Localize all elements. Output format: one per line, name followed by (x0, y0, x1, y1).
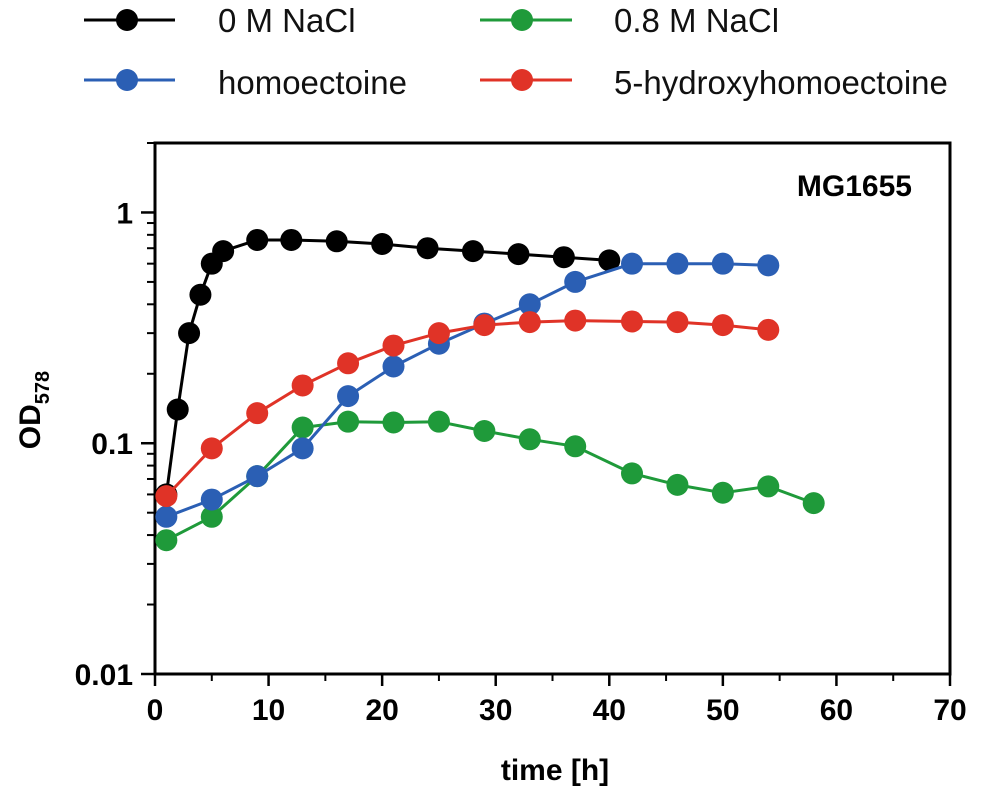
x-tick-label-60: 60 (820, 694, 853, 727)
data-point-5-hydroxyhomoectoine (155, 485, 178, 508)
legend-marker-homoectoine (116, 69, 138, 91)
legend-item-0-m-nacl: 0 M NaCl (84, 2, 356, 39)
data-point-5-hydroxyhomoectoine (666, 311, 689, 334)
data-point-homoectoine (246, 465, 269, 488)
y-axis-title-main: OD (14, 404, 47, 449)
legend-marker-0-8-m-nacl (511, 9, 533, 31)
data-point-5-hydroxyhomoectoine (711, 314, 734, 337)
strain-annotation: MG1655 (797, 170, 912, 203)
data-point-0-8-m-nacl (518, 428, 541, 451)
data-point-0-8-m-nacl (757, 475, 780, 498)
data-point-0-8-m-nacl (621, 462, 643, 485)
data-point-5-hydroxyhomoectoine (564, 309, 587, 332)
data-point-0-m-nacl (598, 249, 621, 272)
data-point-homoectoine (711, 252, 734, 275)
data-point-homoectoine (200, 488, 223, 511)
y-axis-tick-labels: 0.01 0.1 1 (75, 197, 133, 692)
legend-label-0-8-m-nacl: 0.8 M NaCl (614, 2, 779, 39)
data-point-0-8-m-nacl (666, 473, 689, 496)
data-point-5-hydroxyhomoectoine (246, 402, 269, 425)
x-tick-label-0: 0 (147, 694, 164, 727)
series-layer (155, 228, 825, 552)
legend-label-homoectoine: homoectoine (218, 64, 407, 101)
data-point-5-hydroxyhomoectoine (337, 352, 360, 375)
series-5-hydroxyhomoectoine (155, 309, 780, 508)
x-tick-label-20: 20 (365, 694, 398, 727)
y-tick-label-0.1: 0.1 (91, 428, 133, 461)
y-axis-title-text: OD578 (14, 371, 54, 449)
data-point-0-m-nacl (189, 283, 212, 306)
data-point-0-8-m-nacl (200, 505, 223, 528)
data-point-0-m-nacl (371, 233, 394, 256)
data-point-5-hydroxyhomoectoine (518, 311, 541, 334)
y-axis-title: OD578 (14, 371, 54, 449)
x-tick-label-50: 50 (706, 694, 739, 727)
legend-marker-0-m-nacl (116, 9, 138, 31)
data-point-0-8-m-nacl (473, 419, 496, 442)
data-point-0-m-nacl (462, 240, 484, 263)
data-point-0-m-nacl (507, 243, 530, 266)
legend-label-5-hydroxyhomoectoine: 5-hydroxyhomoectoine (614, 64, 948, 101)
data-point-0-8-m-nacl (802, 492, 825, 515)
data-point-0-m-nacl (178, 322, 201, 345)
x-tick-label-40: 40 (593, 694, 626, 727)
data-point-0-m-nacl (212, 240, 235, 263)
data-point-5-hydroxyhomoectoine (473, 314, 496, 337)
data-point-0-m-nacl (166, 398, 189, 421)
data-point-homoectoine (291, 437, 314, 460)
data-point-5-hydroxyhomoectoine (427, 322, 450, 345)
y-tick-label-0.01: 0.01 (75, 659, 133, 692)
data-point-0-m-nacl (246, 228, 269, 251)
x-axis-title: time [h] (501, 754, 609, 787)
plot-frame (153, 141, 952, 676)
data-point-0-8-m-nacl (337, 410, 360, 433)
data-point-0-m-nacl (325, 230, 348, 253)
data-point-0-m-nacl (280, 228, 303, 251)
legend-marker-5-hydroxyhomoectoine (511, 69, 533, 91)
legend-item-0-8-m-nacl: 0.8 M NaCl (480, 2, 779, 39)
data-point-homoectoine (621, 252, 643, 275)
x-axis-ticks (153, 674, 952, 686)
data-point-homoectoine (757, 254, 780, 277)
data-point-0-m-nacl (416, 237, 439, 260)
data-point-5-hydroxyhomoectoine (757, 318, 780, 341)
legend-label-0-m-nacl: 0 M NaCl (218, 2, 356, 39)
data-point-0-8-m-nacl (711, 481, 734, 504)
data-point-homoectoine (666, 252, 689, 275)
data-point-5-hydroxyhomoectoine (621, 310, 643, 333)
x-tick-label-10: 10 (252, 694, 285, 727)
data-point-homoectoine (564, 270, 587, 293)
data-point-0-8-m-nacl (291, 416, 314, 439)
data-point-5-hydroxyhomoectoine (291, 374, 314, 397)
data-point-5-hydroxyhomoectoine (382, 334, 405, 357)
data-point-homoectoine (382, 355, 405, 378)
x-axis-tick-labels: 0 10 20 30 40 50 60 70 (147, 694, 967, 727)
x-tick-label-30: 30 (479, 694, 512, 727)
data-point-homoectoine (337, 385, 360, 408)
y-tick-label-1: 1 (116, 197, 133, 230)
legend-item-5-hydroxyhomoectoine: 5-hydroxyhomoectoine (480, 64, 948, 101)
data-point-0-8-m-nacl (564, 435, 587, 458)
legend: 0 M NaCl 0.8 M NaCl homoectoine 5-hydrox… (84, 2, 948, 101)
data-point-0-8-m-nacl (382, 411, 405, 434)
data-point-0-8-m-nacl (155, 529, 178, 552)
y-axis-title-subscript: 578 (32, 371, 54, 404)
legend-item-homoectoine: homoectoine (84, 64, 407, 101)
x-tick-label-70: 70 (933, 694, 966, 727)
data-point-0-m-nacl (552, 246, 575, 269)
data-point-homoectoine (518, 293, 541, 316)
data-point-0-8-m-nacl (427, 410, 450, 433)
data-point-5-hydroxyhomoectoine (200, 437, 223, 460)
y-axis-ticks (141, 142, 155, 676)
data-point-homoectoine (155, 505, 178, 528)
